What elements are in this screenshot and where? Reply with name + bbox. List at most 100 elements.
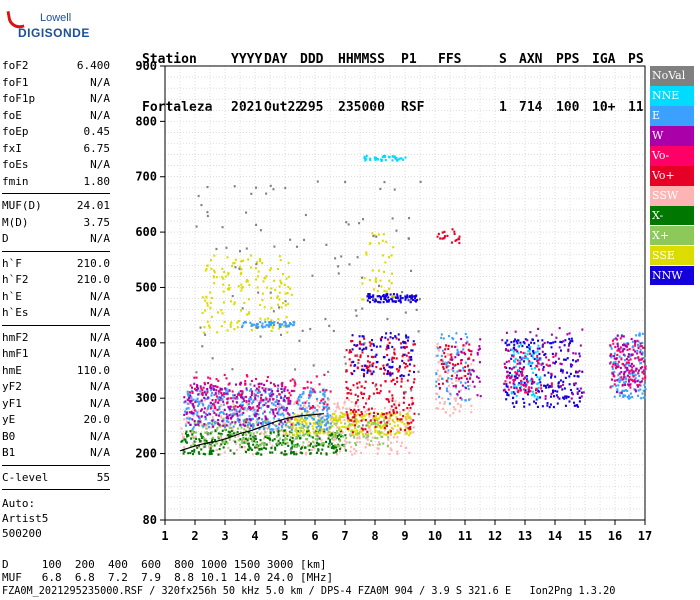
data-point xyxy=(302,419,305,423)
data-point xyxy=(547,364,550,367)
param-row: foEp 0.45 xyxy=(2,124,110,141)
data-point xyxy=(380,339,383,342)
data-point xyxy=(253,435,256,438)
data-point xyxy=(203,381,206,385)
data-point xyxy=(524,389,527,392)
data-point xyxy=(627,355,630,358)
header-value-2: Out22 xyxy=(264,100,304,115)
data-point xyxy=(290,293,293,296)
data-point xyxy=(258,401,261,405)
data-point xyxy=(257,389,260,392)
data-point xyxy=(243,396,246,399)
data-point xyxy=(452,412,455,415)
data-point xyxy=(321,389,324,392)
data-point xyxy=(323,402,326,406)
data-point xyxy=(435,355,438,358)
data-point xyxy=(639,345,642,348)
data-point xyxy=(374,416,377,419)
data-point xyxy=(447,353,450,356)
data-point xyxy=(395,296,398,299)
data-point xyxy=(620,391,623,394)
data-point xyxy=(207,404,210,407)
data-point xyxy=(241,286,244,289)
data-point xyxy=(526,353,529,356)
data-point xyxy=(239,390,242,393)
data-point xyxy=(330,442,333,445)
data-point xyxy=(613,354,616,358)
legend-item-e: E xyxy=(650,105,694,126)
data-point xyxy=(388,365,391,368)
data-point xyxy=(218,412,221,415)
data-point xyxy=(236,321,239,324)
data-point xyxy=(288,419,291,422)
x-tick-label: 16 xyxy=(608,529,622,543)
data-point xyxy=(203,411,206,414)
param-value: N/A xyxy=(90,75,110,89)
data-point xyxy=(223,373,226,377)
data-point xyxy=(360,415,363,419)
data-point xyxy=(633,388,636,391)
data-point xyxy=(209,301,212,304)
data-point xyxy=(642,356,645,360)
data-point xyxy=(220,391,223,395)
data-point xyxy=(506,370,509,373)
data-point xyxy=(634,350,637,353)
data-point xyxy=(339,411,342,414)
data-point xyxy=(284,400,287,403)
data-point xyxy=(290,447,293,450)
data-point xyxy=(396,376,399,380)
data-point xyxy=(285,408,288,411)
data-point xyxy=(614,337,617,340)
data-point xyxy=(581,328,584,331)
data-point xyxy=(201,311,204,315)
data-point xyxy=(436,354,439,357)
data-point xyxy=(578,396,581,399)
data-point xyxy=(262,441,265,445)
data-point xyxy=(464,332,467,336)
data-point xyxy=(220,443,223,446)
data-point xyxy=(190,399,193,402)
data-point xyxy=(241,413,244,416)
data-point xyxy=(268,324,271,327)
data-point xyxy=(370,348,373,352)
data-point xyxy=(370,423,373,426)
data-point xyxy=(185,435,188,438)
data-point xyxy=(467,387,470,391)
data-point xyxy=(397,424,400,427)
data-point xyxy=(618,380,621,383)
data-point xyxy=(394,157,397,160)
data-point xyxy=(530,367,533,370)
data-point xyxy=(358,335,361,338)
data-point xyxy=(442,367,445,370)
data-point xyxy=(246,409,249,412)
data-point xyxy=(638,332,641,335)
data-point xyxy=(404,311,407,314)
data-point xyxy=(379,301,382,304)
data-point xyxy=(506,339,509,342)
data-point xyxy=(230,321,233,324)
data-point xyxy=(617,347,620,351)
data-point xyxy=(542,368,545,371)
data-point xyxy=(531,382,534,385)
data-point xyxy=(299,423,302,426)
data-point xyxy=(285,432,288,436)
data-point xyxy=(523,342,526,345)
data-point xyxy=(627,383,630,386)
data-point xyxy=(232,262,235,265)
data-point xyxy=(314,422,317,425)
data-point xyxy=(507,388,510,391)
data-point xyxy=(354,402,357,405)
data-point xyxy=(379,187,382,191)
data-point xyxy=(540,384,543,387)
data-point xyxy=(568,337,571,341)
data-point xyxy=(288,426,291,429)
data-point xyxy=(361,351,364,354)
param-row: foEs N/A xyxy=(2,157,110,174)
data-point xyxy=(221,312,224,315)
data-point xyxy=(220,436,223,440)
data-point xyxy=(399,301,402,304)
data-point xyxy=(204,453,207,456)
data-point xyxy=(269,184,272,187)
data-point xyxy=(366,360,369,363)
data-point xyxy=(615,384,618,387)
